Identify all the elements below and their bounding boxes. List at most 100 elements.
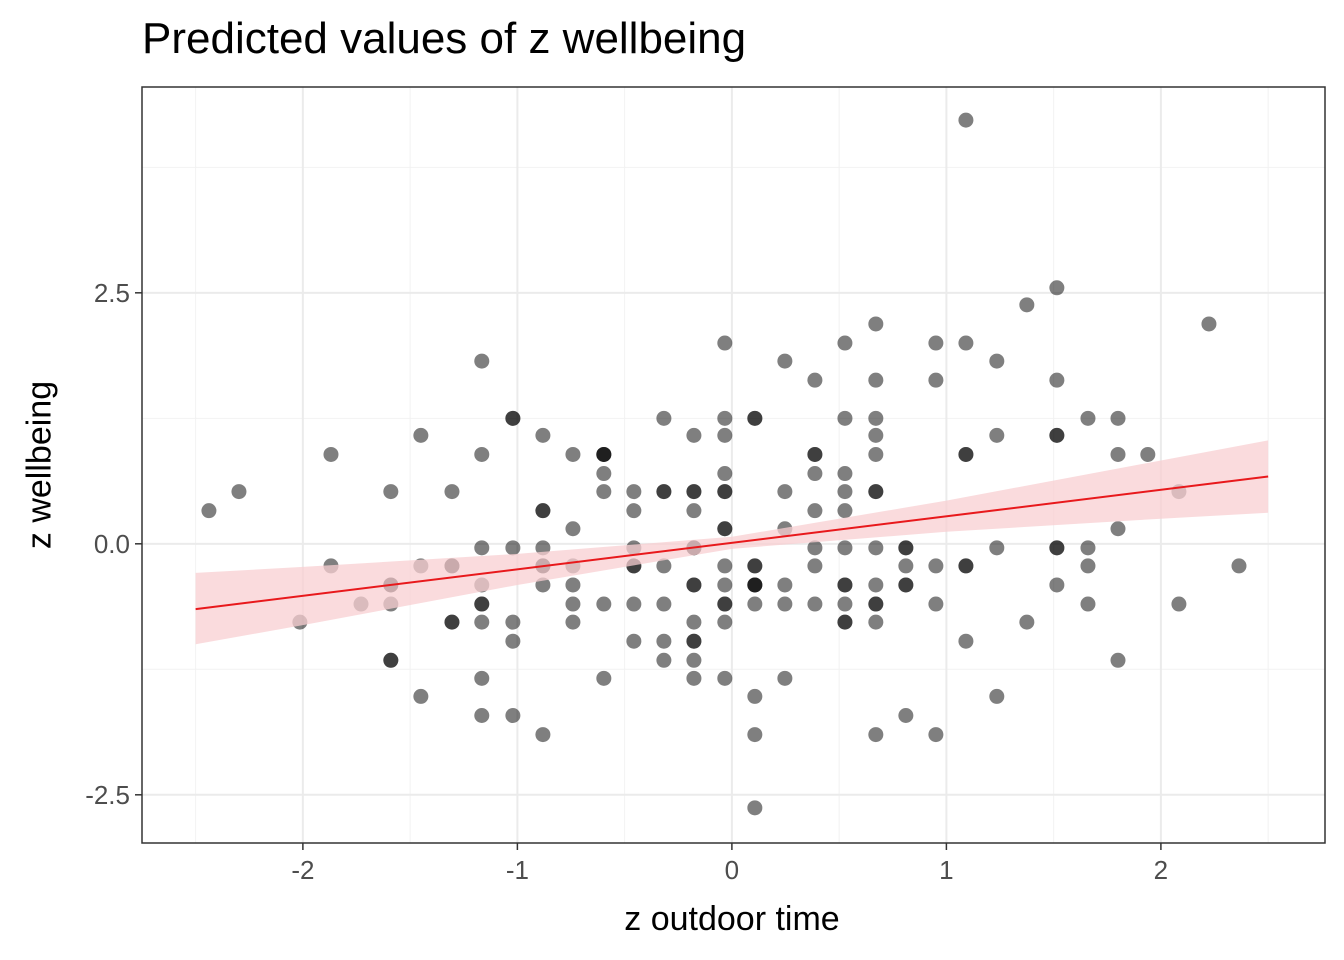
- data-point: [928, 335, 944, 351]
- data-point: [1049, 427, 1065, 443]
- data-point: [837, 484, 853, 500]
- data-point: [383, 484, 399, 500]
- data-point: [535, 427, 551, 443]
- data-point: [565, 577, 581, 593]
- y-tick-label: 2.5: [94, 278, 130, 308]
- data-point: [1080, 410, 1096, 426]
- data-point: [717, 596, 733, 612]
- data-point: [898, 540, 914, 556]
- data-point: [201, 503, 217, 519]
- data-point: [837, 577, 853, 593]
- data-point: [474, 670, 490, 686]
- data-point: [989, 353, 1005, 369]
- data-point: [505, 540, 521, 556]
- data-point: [837, 466, 853, 482]
- data-point: [656, 596, 672, 612]
- data-point: [868, 316, 884, 332]
- data-point: [656, 558, 672, 574]
- data-point: [868, 484, 884, 500]
- data-point: [868, 577, 884, 593]
- data-point: [807, 466, 823, 482]
- data-point: [747, 577, 763, 593]
- axis-ticks: -2 -1 0 1 2 -2.5 0.0 2.5: [85, 278, 1168, 885]
- data-point: [596, 670, 612, 686]
- data-point: [1049, 372, 1065, 388]
- data-point: [656, 410, 672, 426]
- data-point: [868, 427, 884, 443]
- data-point: [928, 372, 944, 388]
- data-point: [717, 427, 733, 443]
- chart-title: Predicted values of z wellbeing: [142, 14, 747, 63]
- data-point: [1049, 540, 1065, 556]
- data-point: [626, 503, 642, 519]
- data-point: [626, 484, 642, 500]
- data-point: [1140, 446, 1156, 462]
- x-tick-label: 0: [725, 855, 739, 885]
- data-point: [1080, 596, 1096, 612]
- data-point: [686, 577, 702, 593]
- data-point: [807, 596, 823, 612]
- data-point: [958, 558, 974, 574]
- data-point: [747, 558, 763, 574]
- data-point: [837, 410, 853, 426]
- data-point: [898, 558, 914, 574]
- data-point: [807, 372, 823, 388]
- data-point: [1110, 652, 1126, 668]
- data-point: [717, 466, 733, 482]
- data-point: [868, 540, 884, 556]
- data-point: [231, 484, 247, 500]
- data-point: [686, 503, 702, 519]
- data-point: [777, 353, 793, 369]
- data-point: [1110, 410, 1126, 426]
- data-point: [868, 446, 884, 462]
- data-point: [1049, 577, 1065, 593]
- data-point: [1019, 614, 1035, 630]
- data-point: [656, 633, 672, 649]
- data-point: [656, 484, 672, 500]
- data-point: [626, 596, 642, 612]
- data-point: [717, 670, 733, 686]
- data-point: [323, 446, 339, 462]
- x-axis-label: z outdoor time: [624, 900, 840, 938]
- data-point: [958, 446, 974, 462]
- data-point: [505, 707, 521, 723]
- data-point: [837, 503, 853, 519]
- data-point: [656, 652, 672, 668]
- data-point: [1080, 558, 1096, 574]
- data-point: [747, 727, 763, 743]
- data-point: [686, 427, 702, 443]
- data-point: [928, 596, 944, 612]
- data-point: [686, 614, 702, 630]
- data-point: [1019, 297, 1035, 313]
- data-point: [596, 596, 612, 612]
- data-point: [505, 410, 521, 426]
- data-point: [837, 596, 853, 612]
- data-point: [928, 558, 944, 574]
- data-point: [565, 521, 581, 537]
- data-point: [868, 614, 884, 630]
- data-point: [989, 427, 1005, 443]
- data-point: [474, 614, 490, 630]
- data-point: [686, 633, 702, 649]
- data-point: [777, 596, 793, 612]
- data-point: [958, 633, 974, 649]
- data-point: [474, 596, 490, 612]
- data-point: [413, 688, 429, 704]
- data-point: [383, 652, 399, 668]
- data-point: [626, 633, 642, 649]
- data-point: [535, 503, 551, 519]
- data-point: [1080, 540, 1096, 556]
- x-tick-label: -2: [291, 855, 314, 885]
- data-point: [747, 800, 763, 816]
- data-point: [535, 727, 551, 743]
- data-point: [565, 614, 581, 630]
- data-point: [989, 540, 1005, 556]
- data-point: [413, 427, 429, 443]
- data-point: [686, 484, 702, 500]
- x-tick-label: -1: [506, 855, 529, 885]
- data-point: [777, 670, 793, 686]
- fit-line: [195, 475, 1269, 611]
- data-point: [474, 446, 490, 462]
- data-point: [807, 540, 823, 556]
- data-point: [868, 596, 884, 612]
